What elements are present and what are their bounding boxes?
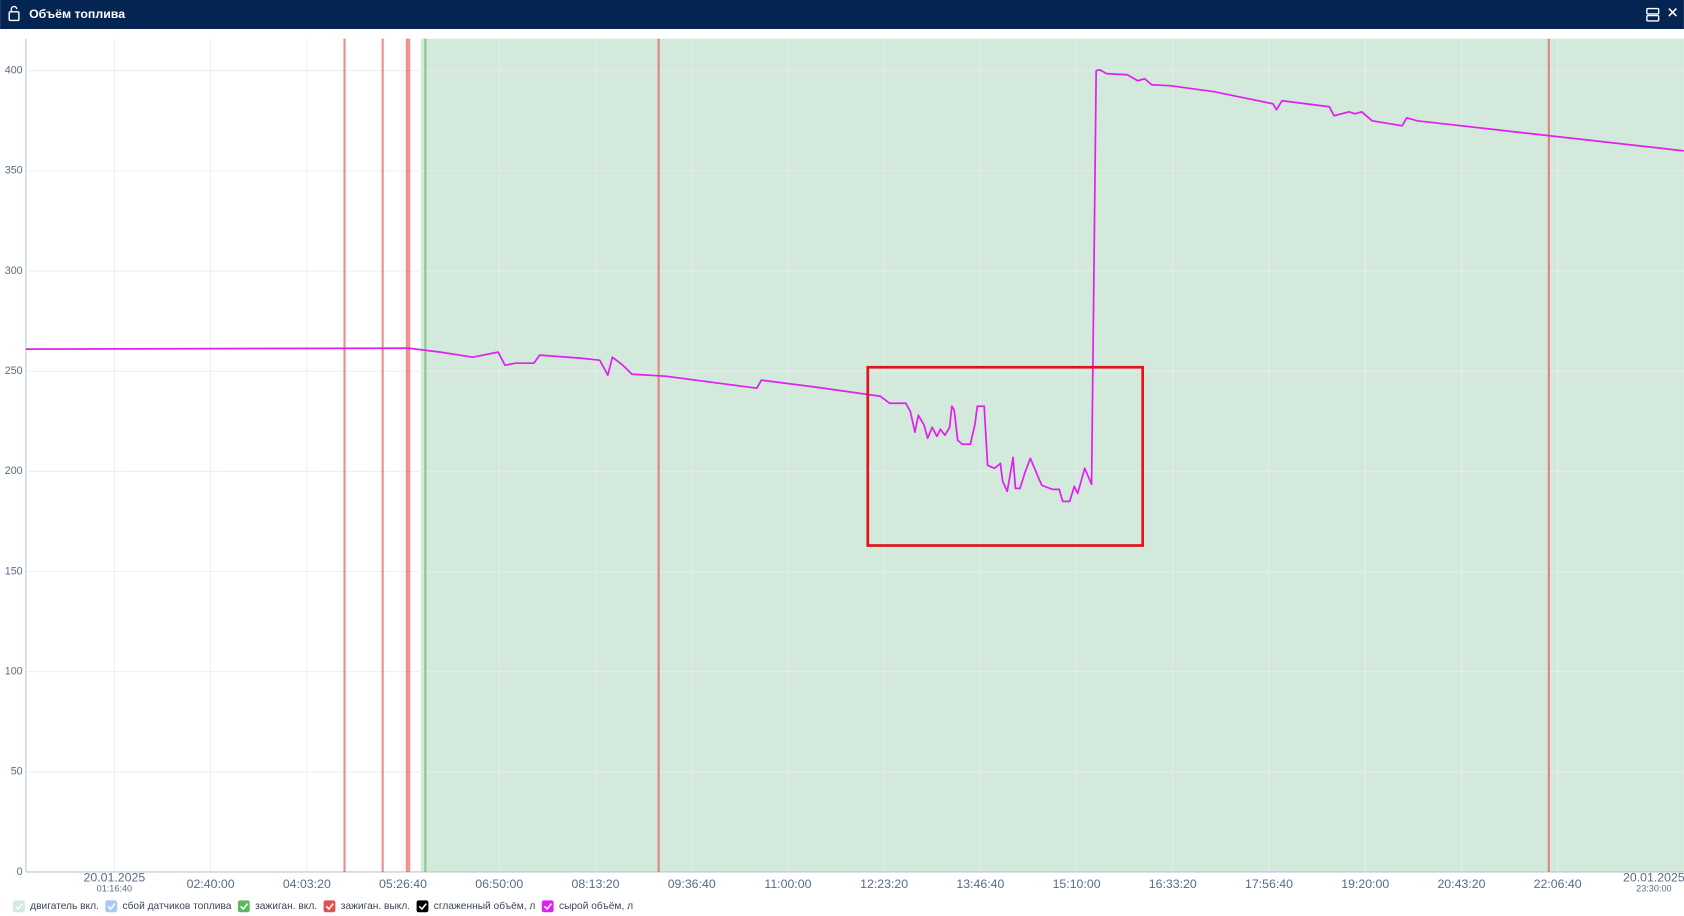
x-tick-label: 19:20:00 bbox=[1341, 877, 1389, 891]
x-tick-label: 16:33:20 bbox=[1149, 877, 1197, 891]
shaded-band bbox=[420, 38, 1684, 872]
x-tick-label: 02:40:00 bbox=[187, 877, 235, 891]
legend-check bbox=[543, 903, 553, 911]
legend-item[interactable]: зажиган. выкл. bbox=[323, 900, 411, 913]
x-tick-label: 15:10:00 bbox=[1053, 877, 1101, 891]
legend-item[interactable]: сырой объём, л bbox=[541, 900, 633, 913]
x-edge-date: 20.01.2025 bbox=[84, 871, 146, 885]
legend-label: сырой объём, л bbox=[559, 900, 633, 912]
y-tick-label: 0 bbox=[17, 866, 23, 878]
x-tick-label: 06:50:00 bbox=[475, 877, 523, 891]
x-tick-label: 13:46:40 bbox=[956, 877, 1004, 891]
legend-item[interactable]: сглаженный объём, л bbox=[416, 900, 536, 913]
lock-icon[interactable] bbox=[8, 5, 20, 22]
legend-check bbox=[240, 903, 249, 911]
x-tick-label: 11:00:00 bbox=[764, 877, 811, 891]
y-tick-label: 250 bbox=[5, 365, 23, 377]
highlight-box bbox=[866, 365, 1145, 547]
x-tick-label: 22:06:40 bbox=[1534, 877, 1582, 891]
y-tick-label: 100 bbox=[5, 665, 23, 677]
legend-label: двигатель вкл. bbox=[30, 901, 99, 912]
y-tick-label: 400 bbox=[5, 65, 23, 77]
legend-checkbox[interactable] bbox=[323, 900, 336, 913]
plot-area: 0 50 100 150 200 250 300 350 400 02:40:00 04:03:20… bbox=[5, 38, 1684, 894]
legend-item[interactable]: зажиган. вкл. bbox=[237, 900, 317, 913]
legend-label: зажиган. выкл. bbox=[341, 901, 410, 912]
x-edge-date: 20.01.2025 bbox=[1623, 871, 1684, 885]
x-edge-time: 23:30:00 bbox=[1636, 884, 1671, 894]
legend-checkbox[interactable] bbox=[416, 900, 429, 913]
legend-label: сбой датчиков топлива bbox=[122, 900, 231, 912]
legend-checkbox[interactable] bbox=[12, 900, 25, 913]
legend-checkbox[interactable] bbox=[237, 900, 250, 913]
legend-checkbox[interactable] bbox=[541, 900, 554, 913]
legend-checkbox[interactable] bbox=[105, 900, 118, 913]
y-tick-label: 300 bbox=[5, 265, 23, 277]
x-tick-label: 12:23:20 bbox=[860, 877, 908, 891]
y-tick-label: 200 bbox=[5, 465, 23, 477]
y-tick-label: 150 bbox=[5, 565, 23, 577]
x-tick-label: 09:36:40 bbox=[668, 877, 716, 891]
x-edge-time: 01:16:40 bbox=[97, 884, 132, 894]
legend-check bbox=[107, 903, 116, 911]
legend-check bbox=[15, 903, 24, 911]
data-line bbox=[25, 68, 1684, 503]
x-tick-label: 08:13:20 bbox=[571, 877, 619, 891]
legend-check bbox=[325, 903, 334, 911]
legend-item[interactable]: двигатель вкл. bbox=[12, 900, 99, 913]
x-tick-label: 20:43:20 bbox=[1437, 877, 1485, 891]
x-tick-label: 05:26:40 bbox=[379, 877, 427, 891]
x-tick-label: 04:03:20 bbox=[283, 877, 331, 891]
layout-button[interactable] bbox=[1646, 7, 1660, 22]
legend-label: сглаженный объём, л bbox=[434, 900, 536, 912]
y-tick-label: 350 bbox=[5, 165, 23, 177]
title-bar bbox=[0, 0, 1684, 29]
close-button[interactable] bbox=[1668, 8, 1677, 17]
x-tick-label: 17:56:40 bbox=[1245, 877, 1293, 891]
legend-item[interactable]: сбой датчиков топлива bbox=[105, 900, 232, 913]
window-title: Объём топлива bbox=[29, 7, 125, 21]
legend-label: зажиган. вкл. bbox=[255, 901, 317, 912]
legend-check bbox=[418, 903, 427, 911]
y-tick-label: 50 bbox=[11, 766, 23, 778]
